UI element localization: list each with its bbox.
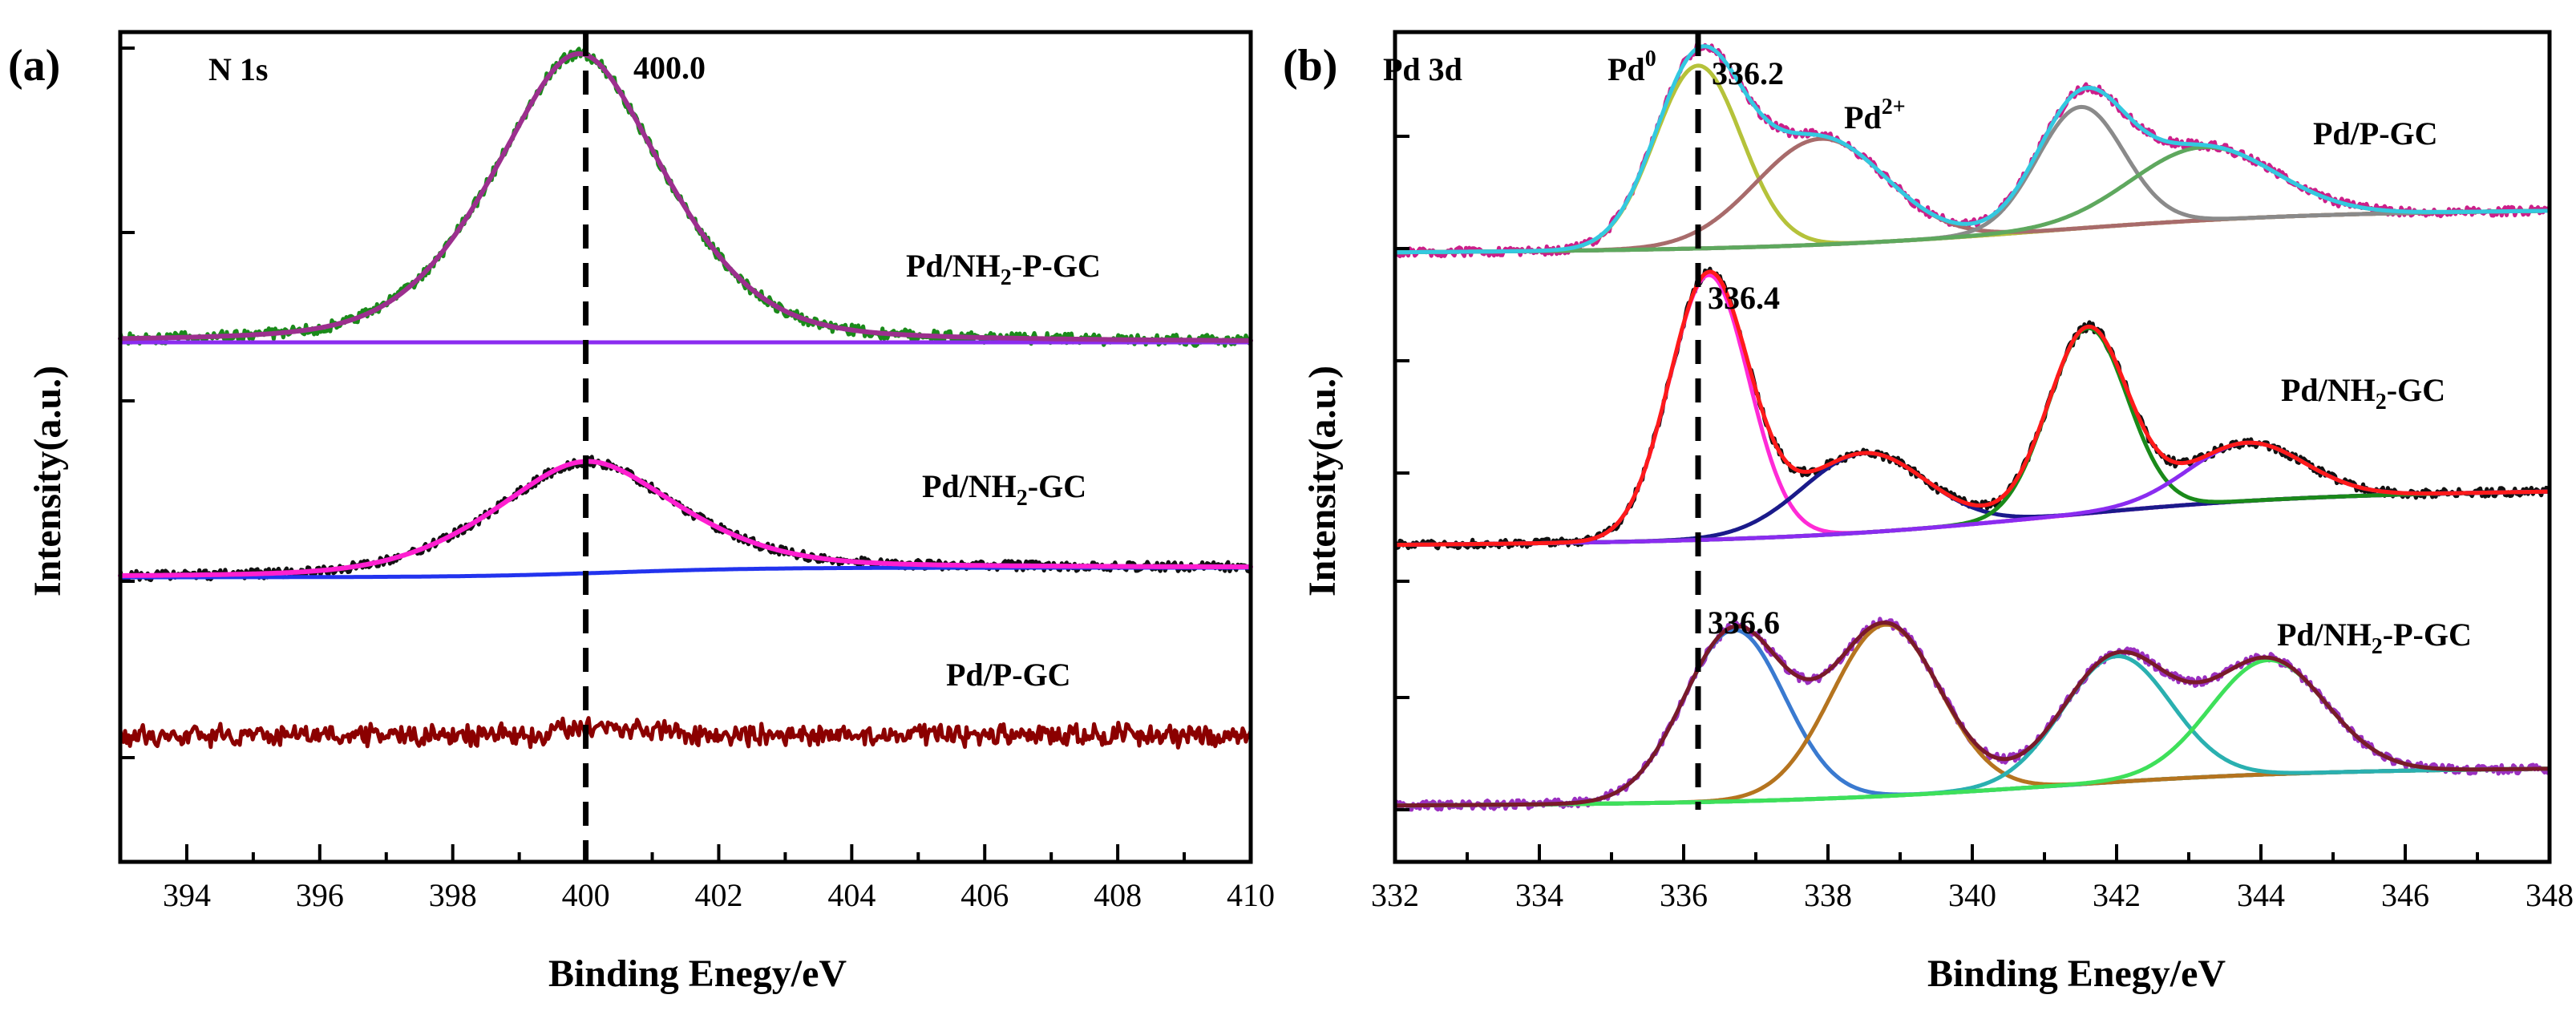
panel-b-x-tick-label: 336 [1660,877,1708,913]
panel-b-x-tick-label: 338 [1804,877,1852,913]
peak-component-b-1-2 [1393,326,2552,548]
panel-a-x-tick-label: 408 [1094,877,1142,913]
series-raw-b-1 [1393,266,2552,551]
peak-label-336-2: 336.2 [1712,55,1784,91]
panel-a-x-tick-label: 402 [694,877,742,913]
panel-b-x-tick-label: 332 [1371,877,1419,913]
series-envelope-b-2 [1393,621,2552,808]
panel-b-axes: 332 334 336 338 340 342 344 346 348 [1371,30,2574,913]
panel-b-x-tick-label: 340 [1948,877,1996,913]
panel-b-x-tick-label: 344 [2237,877,2285,913]
peak-label-336-6: 336.6 [1708,605,1780,641]
panel-a-label-pd-nh2-p-gc: Pd/NH2-P-GC [906,248,1101,290]
panel-a-x-tick-label: 398 [429,877,477,913]
annotation-pd0: Pd0 [1607,47,1656,87]
series-raw-a-2 [118,716,1253,750]
panel-a-label-pd-nh2-gc: Pd/NH2-GC [922,468,1086,511]
series-fit-a-1 [118,459,1253,578]
panel-a-x-tick-label: 400 [562,877,610,913]
peak-component-b-1-1 [1393,451,2552,548]
series-raw-a-0 [118,47,1253,348]
panel-b-y-axis-title: Intensity(a.u.) [1301,366,1344,596]
series-baseline-b-1 [1393,489,2552,548]
panel-a-x-tick-label: 410 [1227,877,1275,913]
series-fit-a-0 [118,51,1253,343]
panel-b-x-tick-label: 348 [2525,877,2574,913]
peak-component-b-2-2 [1393,654,2552,808]
peak-component-b-2-3 [1393,657,2552,808]
panel-b-curves [1393,42,2552,812]
panel-a-x-tick-label: 404 [827,877,876,913]
peak-label-336-4: 336.4 [1708,280,1780,316]
panel-b-label-pd-p-gc: Pd/P-GC [2313,115,2438,152]
panel-a-curves [118,47,1253,750]
panel-b-x-tick-label: 342 [2093,877,2141,913]
panel-a-y-axis-title: Intensity(a.u.) [26,366,69,596]
panel-a-x-tick-label: 394 [163,877,211,913]
panel-a-label-pd-p-gc: Pd/P-GC [946,657,1071,693]
panel-b-label-pd-nh2-gc: Pd/NH2-GC [2281,372,2445,414]
panel-a-x-tick-label: 396 [296,877,344,913]
panel-b-x-tick-label: 346 [2381,877,2429,913]
panel-a-peak-label: 400.0 [633,50,706,86]
panel-b-x-tick-label: 334 [1515,877,1563,913]
panel-b-label-pd-nh2-p-gc: Pd/NH2-P-GC [2277,617,2472,659]
panel-a-axes: 394 396 398 400 402 404 406 408 410 [118,30,1275,913]
peak-component-b-0-3 [1393,144,2552,255]
panel-a-label: (a) [8,41,60,91]
panel-a-n1s: (a) Intensity(a.u.) Binding Enegy/eV 400… [8,30,1275,995]
panel-a-x-axis-title: Binding Enegy/eV [548,952,847,995]
panel-b-label: (b) [1283,41,1337,91]
panel-a-frame [118,30,1253,864]
panel-a-x-tick-label: 406 [960,877,1009,913]
series-envelope-b-0 [1393,44,2552,255]
annotation-pd2plus: Pd2+ [1844,95,1906,135]
series-envelope-b-1 [1393,269,2552,548]
panel-b-pd3d: (b) Intensity(a.u.) Binding Enegy/eV Pd … [1283,30,2574,995]
panel-a-title: N 1s [208,51,268,87]
panel-b-x-axis-title: Binding Enegy/eV [1927,952,2226,995]
